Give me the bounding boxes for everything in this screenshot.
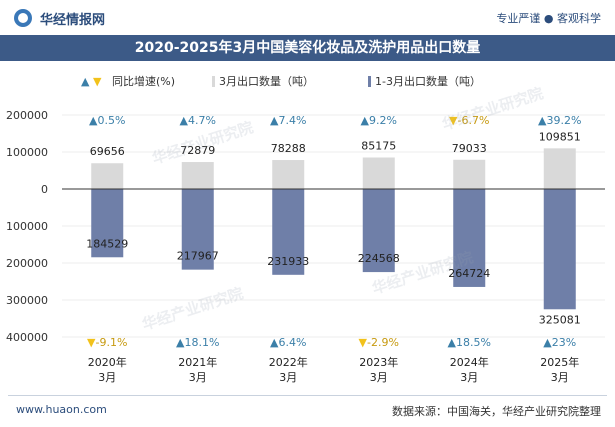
data-label-march: 69656 bbox=[90, 145, 125, 158]
footer-url: www.huaon.com bbox=[16, 403, 107, 416]
data-label-cumulative: 264724 bbox=[448, 267, 490, 280]
bar-march bbox=[91, 163, 124, 189]
data-label-cumulative: 325081 bbox=[539, 313, 581, 326]
data-label-march: 109851 bbox=[539, 130, 581, 143]
x-tick-label: 3月 bbox=[551, 371, 569, 384]
bar-march bbox=[543, 148, 576, 189]
x-tick-label: 2023年 bbox=[359, 355, 398, 369]
bar-chart: ▲ ▼ 同比增速(%) 3月出口数量（吨） 1-3月出口数量（吨） 200000 10000… bbox=[6, 74, 605, 384]
y-tick-label: 300000 bbox=[6, 294, 48, 307]
logo-text: 华经情报网 bbox=[40, 12, 106, 28]
legend-swatch-cumulative bbox=[368, 76, 371, 87]
growth-label-cumulative: ▼-2.9% bbox=[359, 336, 399, 349]
x-tick-label: 2025年 bbox=[540, 355, 579, 369]
data-label-cumulative: 184529 bbox=[86, 237, 128, 250]
bar-march bbox=[272, 160, 305, 189]
legend-swatch-march bbox=[212, 76, 215, 87]
legend-label-growth: 同比增速(%) bbox=[112, 74, 175, 88]
x-tick-label: 2020年 bbox=[88, 355, 127, 369]
bar-cumulative bbox=[543, 189, 576, 310]
footer-source: 数据来源：中国海关，华经产业研究院整理 bbox=[392, 405, 601, 418]
logo: 华经情报网 bbox=[14, 8, 105, 28]
data-label-march: 72879 bbox=[180, 144, 215, 157]
x-tick-label: 2021年 bbox=[178, 355, 217, 369]
growth-label-cumulative: ▲6.4% bbox=[270, 336, 306, 349]
footer-divider bbox=[8, 395, 607, 396]
data-label-cumulative: 224568 bbox=[358, 252, 400, 265]
bar-march bbox=[453, 159, 486, 189]
data-label-march: 79033 bbox=[452, 142, 487, 155]
x-tick-label: 2022年 bbox=[269, 355, 308, 369]
x-tick-label: 3月 bbox=[370, 371, 388, 384]
growth-label-march: ▲9.2% bbox=[361, 114, 397, 127]
growth-label-cumulative: ▼-9.1% bbox=[87, 336, 127, 349]
bar-march bbox=[362, 157, 395, 189]
logo-icon bbox=[14, 9, 32, 27]
data-label-cumulative: 231933 bbox=[267, 255, 309, 268]
x-tick-label: 3月 bbox=[279, 371, 297, 384]
growth-label-march: ▼-6.7% bbox=[449, 114, 489, 127]
y-tick-label: 200000 bbox=[6, 109, 48, 122]
legend-growth-up-icon: ▲ bbox=[81, 75, 90, 88]
legend-growth-down-icon: ▼ bbox=[93, 75, 102, 88]
growth-label-march: ▲7.4% bbox=[270, 114, 306, 127]
growth-label-cumulative: ▲18.5% bbox=[448, 336, 491, 349]
growth-label-march: ▲4.7% bbox=[180, 114, 216, 127]
growth-label-cumulative: ▲18.1% bbox=[176, 336, 219, 349]
data-label-march: 78288 bbox=[271, 142, 306, 155]
growth-label-cumulative: ▲23% bbox=[543, 336, 576, 349]
x-tick-label: 3月 bbox=[189, 371, 207, 384]
x-tick-label: 3月 bbox=[98, 371, 116, 384]
title-band: 2020-2025年3月中国美容化妆品及洗护用品出口数量 bbox=[0, 35, 615, 61]
y-tick-label: 0 bbox=[41, 183, 48, 196]
footer: www.huaon.com 数据来源：中国海关，华经产业研究院整理 bbox=[0, 395, 615, 427]
y-tick-label: 100000 bbox=[6, 220, 48, 233]
bar-march bbox=[181, 162, 214, 189]
legend-label-cumulative: 1-3月出口数量（吨） bbox=[375, 74, 481, 88]
y-tick-label: 400000 bbox=[6, 331, 48, 344]
bar-cumulative bbox=[272, 189, 305, 275]
data-label-cumulative: 217967 bbox=[177, 250, 219, 263]
tagline: 专业严谨 ● 客观科学 bbox=[496, 12, 601, 25]
legend-label-march: 3月出口数量（吨） bbox=[219, 74, 314, 88]
bar-cumulative bbox=[453, 189, 486, 287]
chart-title: 2020-2025年3月中国美容化妆品及洗护用品出口数量 bbox=[134, 40, 481, 56]
x-tick-label: 3月 bbox=[460, 371, 478, 384]
bar-cumulative bbox=[181, 189, 214, 270]
data-label-march: 85175 bbox=[361, 139, 396, 152]
growth-label-march: ▲0.5% bbox=[89, 114, 125, 127]
top-bar: 华经情报网 专业严谨 ● 客观科学 bbox=[0, 0, 615, 35]
y-tick-label: 200000 bbox=[6, 257, 48, 270]
bar-cumulative bbox=[362, 189, 395, 273]
y-tick-label: 100000 bbox=[6, 146, 48, 159]
x-tick-label: 2024年 bbox=[450, 355, 489, 369]
growth-label-march: ▲39.2% bbox=[538, 114, 581, 127]
bar-cumulative bbox=[91, 189, 124, 258]
